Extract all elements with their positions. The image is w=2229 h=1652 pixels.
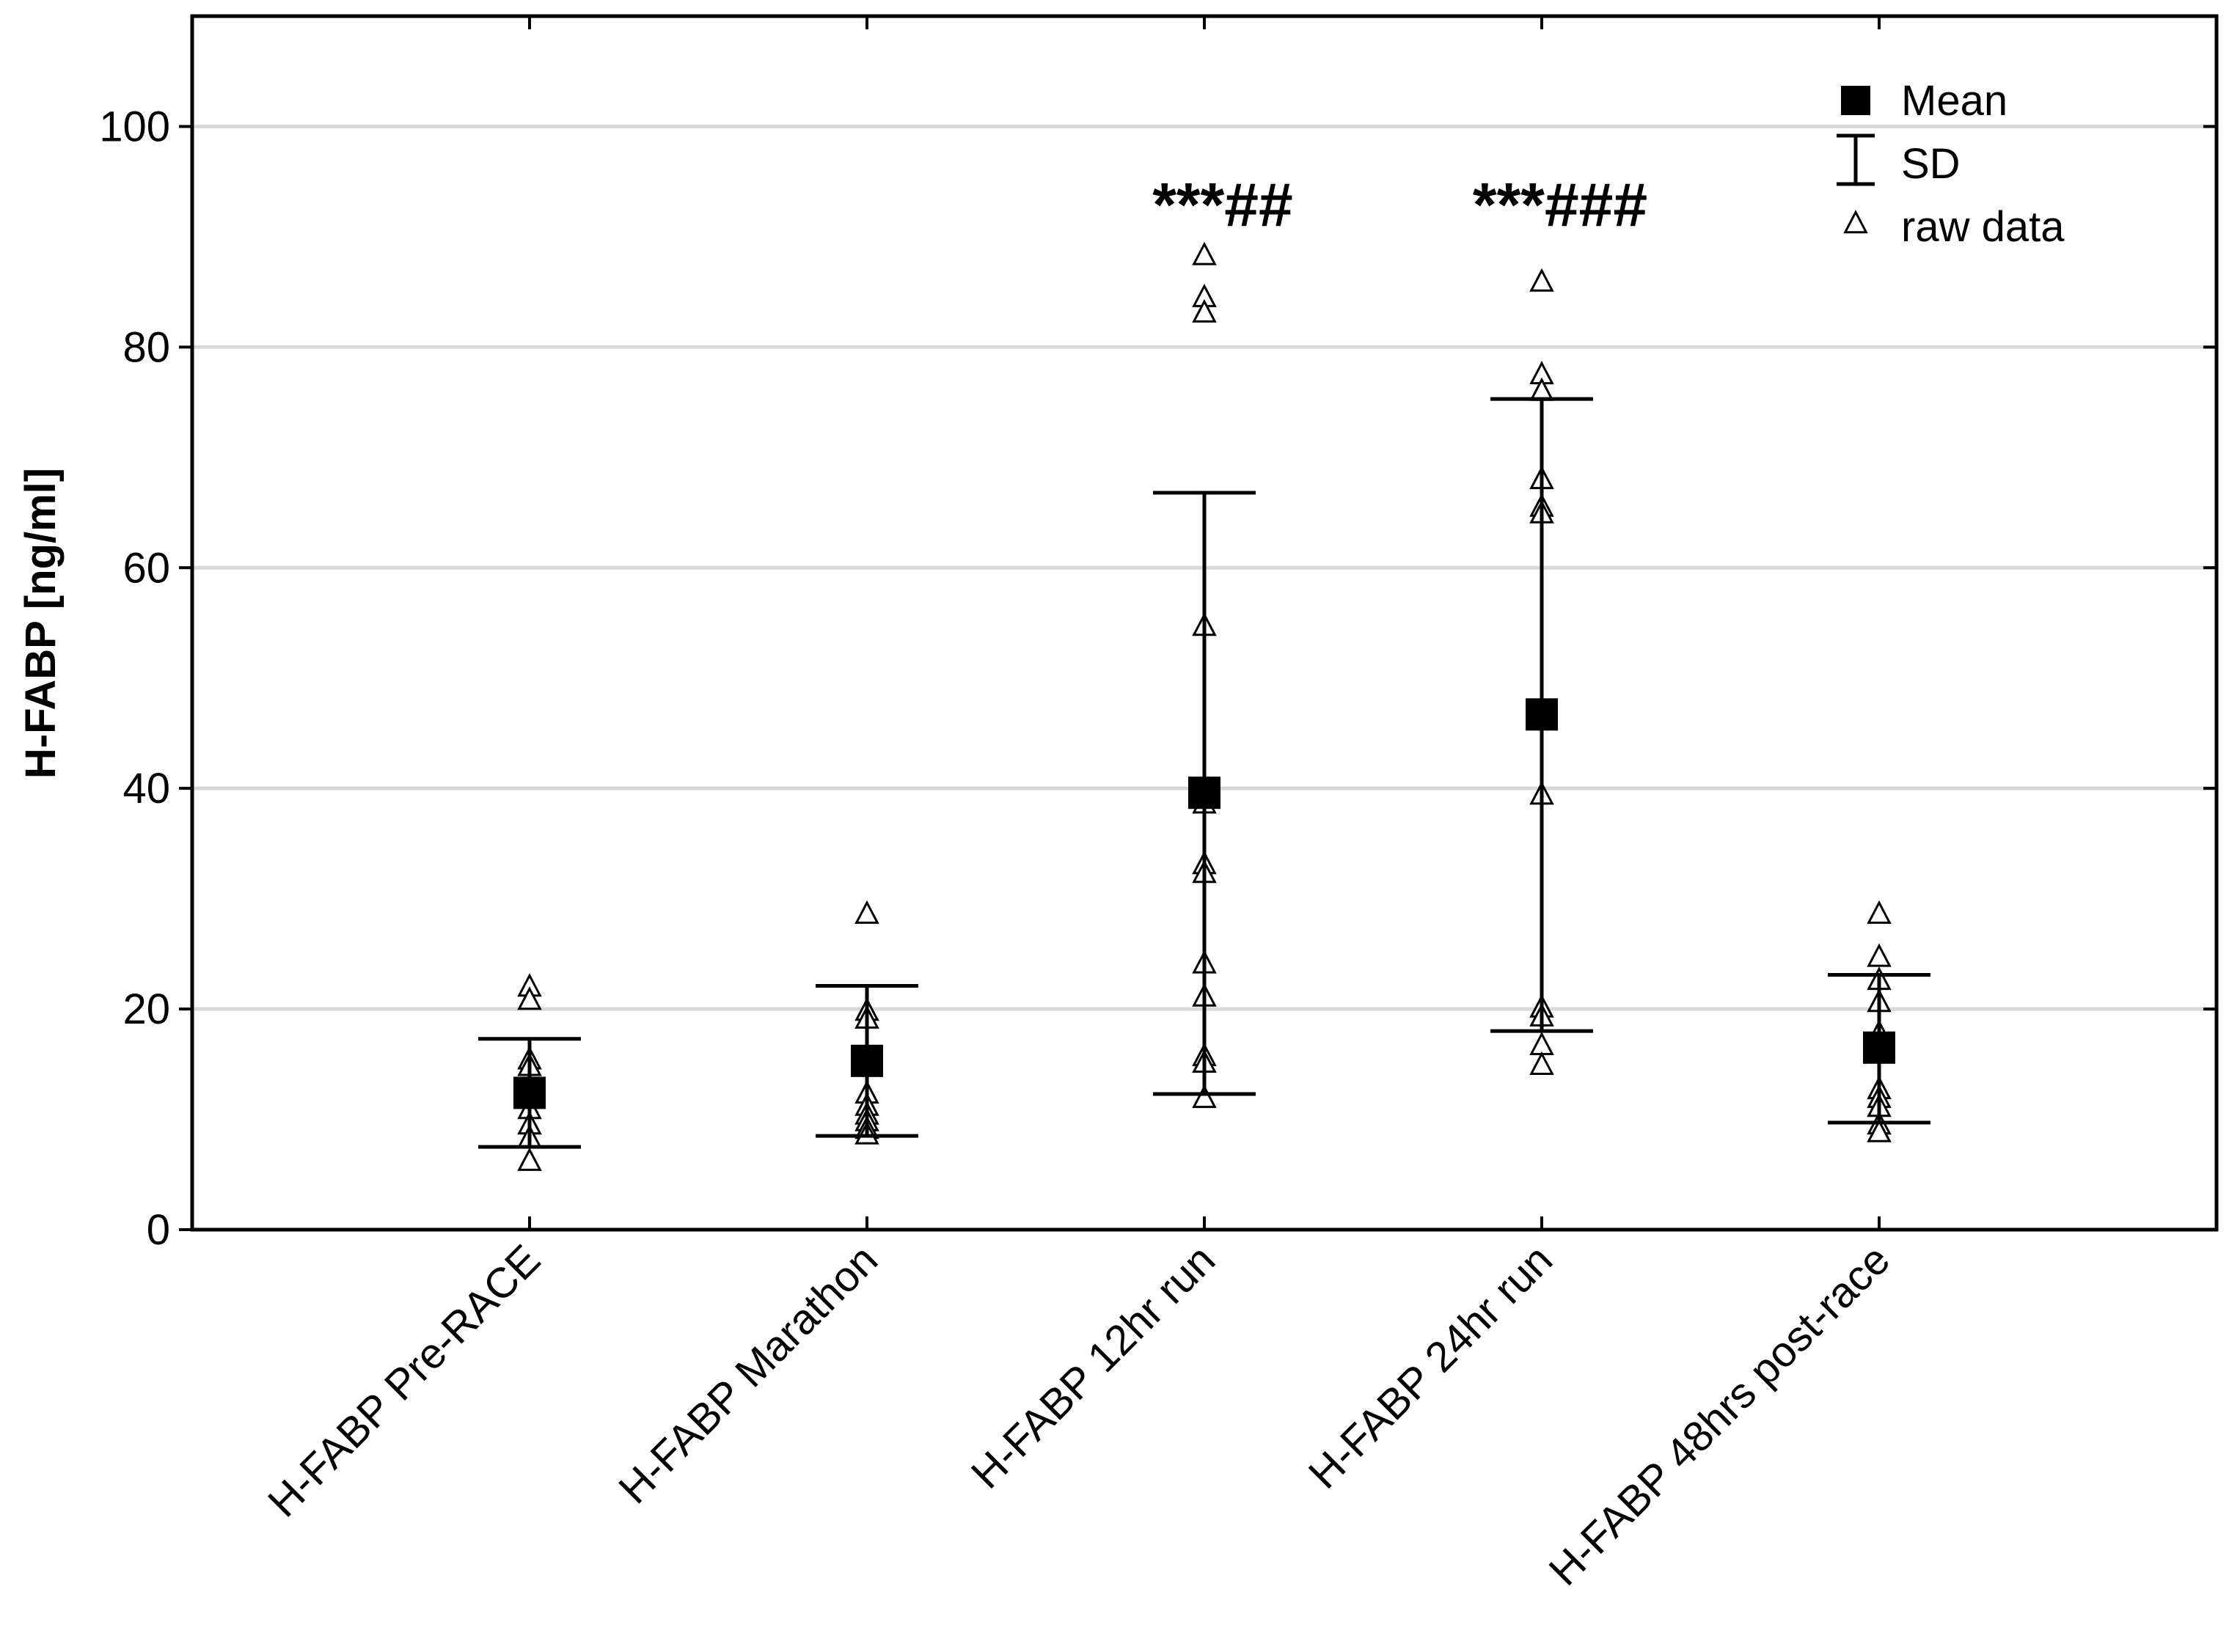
mean-marker <box>1863 1031 1895 1064</box>
raw-data-point <box>1867 900 1892 924</box>
raw-data-point <box>1867 1118 1892 1142</box>
legend-raw-symbol <box>1843 210 1868 234</box>
significance-annotation: ***### <box>1473 170 1647 239</box>
raw-data-point <box>1867 943 1892 967</box>
mean-marker <box>513 1076 546 1109</box>
axes <box>179 14 2219 1232</box>
y-tick-label: 20 <box>122 985 170 1033</box>
y-tick-label: 100 <box>99 103 170 150</box>
legend: Mean SD raw data <box>1837 77 2065 251</box>
y-axis-label: H-FABP [ng/ml] <box>17 468 65 779</box>
raw-data-point <box>1529 268 1554 292</box>
y-tick-label: 60 <box>122 544 170 592</box>
raw-data-point <box>854 900 879 924</box>
raw-data-point <box>1192 298 1217 323</box>
category-label: H-FABP Marathon <box>610 1236 887 1513</box>
raw-data-point <box>1192 241 1217 265</box>
significance-annotation: ***## <box>1152 170 1293 239</box>
raw-data-point <box>1192 1084 1217 1109</box>
legend-mean-symbol <box>1841 86 1870 115</box>
mean-marker <box>1526 698 1558 731</box>
raw-data-point <box>1529 1031 1554 1055</box>
mean-marker <box>851 1044 883 1077</box>
category-label: H-FABP 12hr run <box>962 1236 1225 1498</box>
y-tick-label: 40 <box>122 765 170 812</box>
legend-label: Mean <box>1901 77 2007 125</box>
legend-label: raw data <box>1901 203 2065 251</box>
labels: H-FABP [ng/ml] 0 20 40 60 80 100 H-FABP Pre-RA… <box>17 103 1899 1594</box>
raw-data-point <box>517 986 542 1010</box>
category-label: H-FABP 24hr run <box>1300 1236 1562 1498</box>
category-label: H-FABP 48hrs post-race <box>1540 1236 1899 1595</box>
raw-data-point <box>517 1147 542 1171</box>
mean-marker <box>1188 777 1220 810</box>
raw-data-point <box>1529 1051 1554 1076</box>
marks <box>478 241 1930 1171</box>
category-label: H-FABP Pre-RACE <box>259 1236 549 1526</box>
y-tick-label: 0 <box>147 1206 170 1254</box>
legend-label: SD <box>1901 140 1961 188</box>
y-tick-label: 80 <box>122 323 170 371</box>
